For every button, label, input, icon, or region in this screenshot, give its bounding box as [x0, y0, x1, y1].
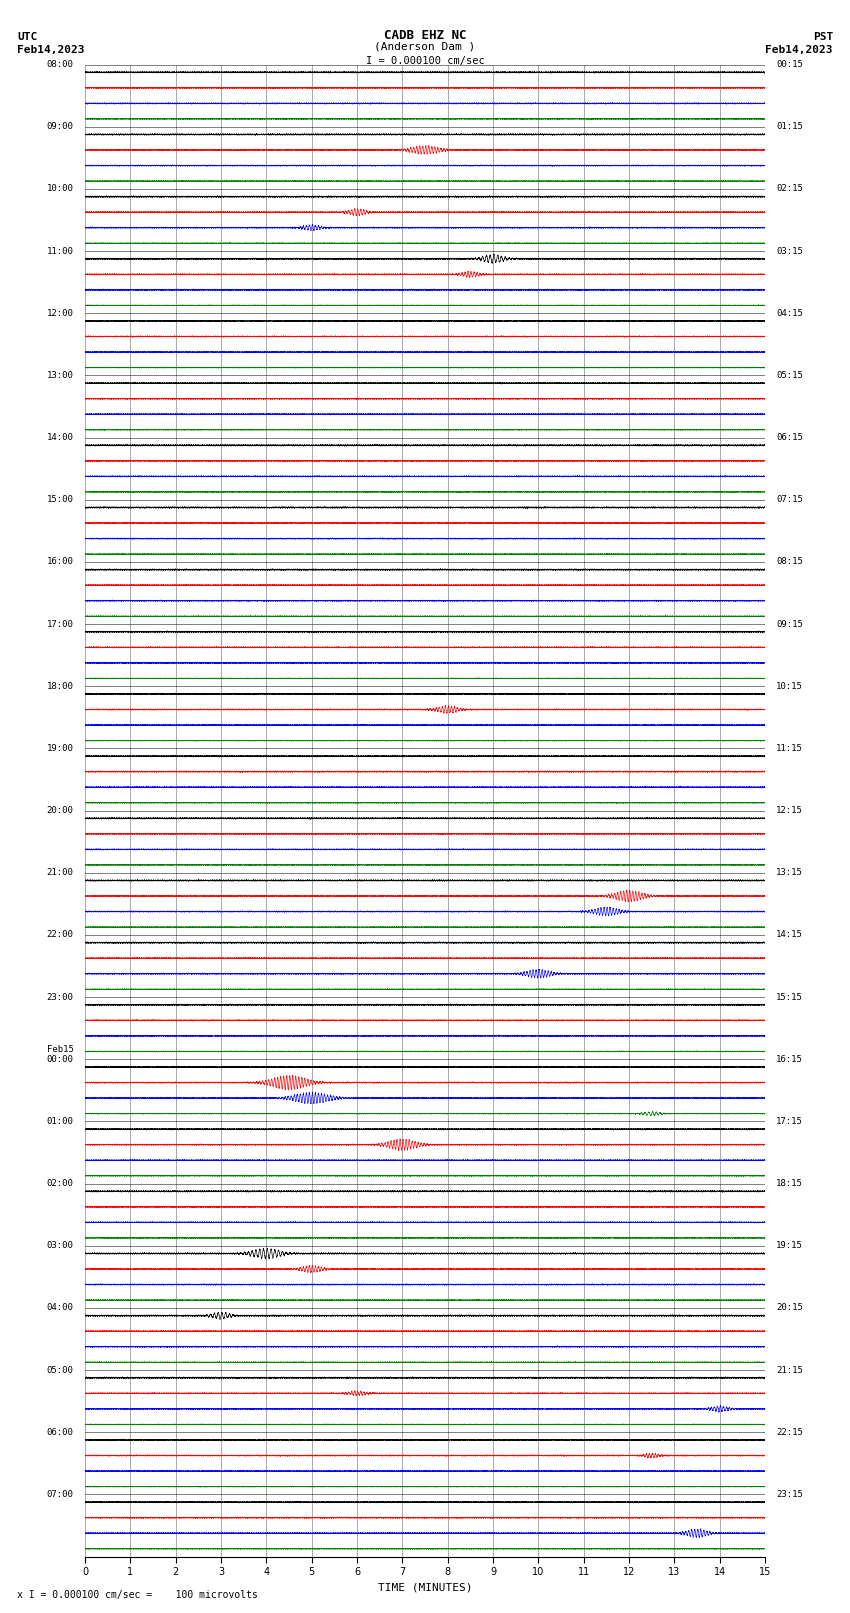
Text: 15:15: 15:15 — [776, 992, 803, 1002]
Text: 04:00: 04:00 — [47, 1303, 74, 1313]
Text: 02:00: 02:00 — [47, 1179, 74, 1189]
Text: 07:00: 07:00 — [47, 1490, 74, 1498]
Text: 18:15: 18:15 — [776, 1179, 803, 1189]
Text: 09:15: 09:15 — [776, 619, 803, 629]
Text: PST: PST — [813, 32, 833, 42]
Text: 13:00: 13:00 — [47, 371, 74, 379]
Text: 06:15: 06:15 — [776, 432, 803, 442]
Text: 13:15: 13:15 — [776, 868, 803, 877]
Text: 19:15: 19:15 — [776, 1242, 803, 1250]
Text: x I = 0.000100 cm/sec =    100 microvolts: x I = 0.000100 cm/sec = 100 microvolts — [17, 1590, 258, 1600]
Text: 17:00: 17:00 — [47, 619, 74, 629]
Text: I = 0.000100 cm/sec: I = 0.000100 cm/sec — [366, 56, 484, 66]
Text: (Anderson Dam ): (Anderson Dam ) — [374, 42, 476, 52]
Text: 16:15: 16:15 — [776, 1055, 803, 1063]
Text: 18:00: 18:00 — [47, 682, 74, 690]
Text: 00:15: 00:15 — [776, 60, 803, 69]
Text: 00:00: 00:00 — [47, 1055, 74, 1063]
Text: 12:15: 12:15 — [776, 806, 803, 815]
Text: 21:15: 21:15 — [776, 1366, 803, 1374]
Text: 17:15: 17:15 — [776, 1116, 803, 1126]
Text: 23:15: 23:15 — [776, 1490, 803, 1498]
X-axis label: TIME (MINUTES): TIME (MINUTES) — [377, 1582, 473, 1592]
Text: 05:00: 05:00 — [47, 1366, 74, 1374]
Text: 10:00: 10:00 — [47, 184, 74, 194]
Text: 10:15: 10:15 — [776, 682, 803, 690]
Text: CADB EHZ NC: CADB EHZ NC — [383, 29, 467, 42]
Text: 01:15: 01:15 — [776, 123, 803, 131]
Text: 07:15: 07:15 — [776, 495, 803, 505]
Text: 15:00: 15:00 — [47, 495, 74, 505]
Text: 20:00: 20:00 — [47, 806, 74, 815]
Text: Feb15: Feb15 — [47, 1045, 74, 1055]
Text: 02:15: 02:15 — [776, 184, 803, 194]
Text: Feb14,2023: Feb14,2023 — [766, 45, 833, 55]
Text: 11:00: 11:00 — [47, 247, 74, 255]
Text: 21:00: 21:00 — [47, 868, 74, 877]
Text: 05:15: 05:15 — [776, 371, 803, 379]
Text: 19:00: 19:00 — [47, 744, 74, 753]
Text: 22:00: 22:00 — [47, 931, 74, 939]
Text: 04:15: 04:15 — [776, 308, 803, 318]
Text: UTC: UTC — [17, 32, 37, 42]
Text: 08:00: 08:00 — [47, 60, 74, 69]
Text: Feb14,2023: Feb14,2023 — [17, 45, 84, 55]
Text: 22:15: 22:15 — [776, 1428, 803, 1437]
Text: 16:00: 16:00 — [47, 558, 74, 566]
Text: 23:00: 23:00 — [47, 992, 74, 1002]
Text: 03:00: 03:00 — [47, 1242, 74, 1250]
Text: 12:00: 12:00 — [47, 308, 74, 318]
Text: 20:15: 20:15 — [776, 1303, 803, 1313]
Text: 08:15: 08:15 — [776, 558, 803, 566]
Text: 11:15: 11:15 — [776, 744, 803, 753]
Text: 06:00: 06:00 — [47, 1428, 74, 1437]
Text: 09:00: 09:00 — [47, 123, 74, 131]
Text: 01:00: 01:00 — [47, 1116, 74, 1126]
Text: 03:15: 03:15 — [776, 247, 803, 255]
Text: 14:00: 14:00 — [47, 432, 74, 442]
Text: 14:15: 14:15 — [776, 931, 803, 939]
